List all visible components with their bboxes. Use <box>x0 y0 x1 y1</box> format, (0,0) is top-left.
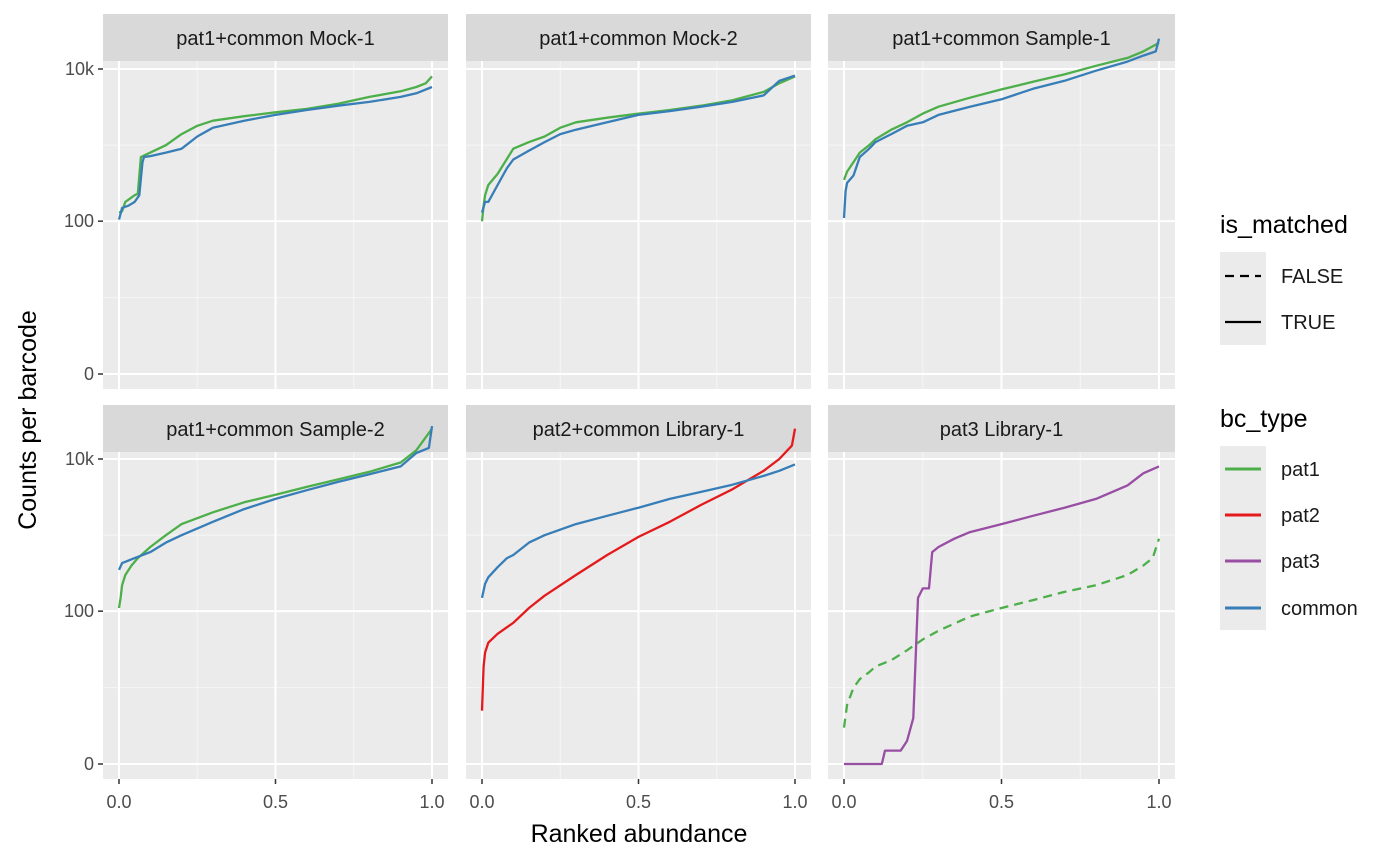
series-line-pat1 <box>118 75 433 214</box>
facet-strip <box>828 405 1175 452</box>
x-tick-label: 0.0 <box>831 792 856 812</box>
color-legend-key-bg <box>1220 446 1266 630</box>
linetype-legend-title: is_matched <box>1220 211 1348 239</box>
y-tick-label: 0 <box>84 364 94 384</box>
series-line-common <box>117 85 433 220</box>
series-line-pat2 <box>480 428 797 711</box>
legend-label-false: FALSE <box>1281 266 1343 288</box>
y-tick-label: 100 <box>64 211 94 231</box>
x-tick-label: 1.0 <box>419 792 444 812</box>
series-line-pat1 <box>842 538 1161 728</box>
series-line-pat1 <box>480 75 796 222</box>
y-axis-title: Counts per barcode <box>14 310 42 530</box>
facet-panel: pat1+common Sample-2 0 100 10k 0.0 0.5 1.0 <box>64 405 448 812</box>
series-line-pat1 <box>117 428 433 609</box>
y-tick-label: 10k <box>65 449 95 469</box>
x-tick-label: 0.0 <box>469 792 494 812</box>
x-axis-title: Ranked abundance <box>531 820 748 848</box>
facet-strip-label: pat1+common Sample-2 <box>166 419 384 441</box>
facet-strip <box>466 405 811 452</box>
facet-strip-label: pat3 Library-1 <box>940 419 1063 441</box>
y-tick-label: 100 <box>64 601 94 621</box>
x-tick-label: 1.0 <box>1146 792 1171 812</box>
facet-strip-label: pat2+common Library-1 <box>533 419 745 441</box>
series-line-common <box>480 463 796 599</box>
facet-panel: pat1+common Sample-1 <box>828 14 1175 389</box>
linetype-legend: is_matched FALSE TRUE <box>1220 211 1348 345</box>
facet-panel: pat2+common Library-1 0.0 0.5 1.0 <box>466 405 811 812</box>
color-legend-title: bc_type <box>1220 405 1308 433</box>
facet-strip <box>828 14 1175 61</box>
series-line-pat1 <box>842 41 1160 181</box>
facet-panel: pat1+common Mock-2 <box>466 14 811 389</box>
facet-strip <box>466 14 811 61</box>
legend-label-pat2: pat2 <box>1281 505 1320 527</box>
facet-strip-label: pat1+common Sample-1 <box>892 28 1110 50</box>
x-tick-label: 0.5 <box>626 792 651 812</box>
x-tick-label: 1.0 <box>782 792 807 812</box>
x-tick-label: 0.0 <box>106 792 131 812</box>
legend-label-true: TRUE <box>1281 312 1335 334</box>
y-tick-label: 10k <box>65 59 95 79</box>
series-line-common <box>480 74 796 213</box>
series-line-common <box>842 38 1161 219</box>
linetype-legend-key-bg <box>1220 252 1266 345</box>
facet-strip-label: pat1+common Mock-1 <box>176 28 374 50</box>
legends: is_matched FALSE TRUE bc_type pat1 pat2 … <box>1220 211 1358 630</box>
facet-strip <box>103 14 448 61</box>
legend-label-pat3: pat3 <box>1281 551 1320 573</box>
facet-strip <box>103 405 448 452</box>
y-tick-label: 0 <box>84 754 94 774</box>
series-line-pat3 <box>844 465 1160 766</box>
color-legend: bc_type pat1 pat2 pat3 common <box>1220 405 1358 630</box>
facet-panel: pat3 Library-1 0.0 0.5 1.0 <box>828 405 1175 812</box>
x-tick-label: 0.5 <box>263 792 288 812</box>
facet-panel: pat1+common Mock-1 0 100 10k <box>64 14 448 389</box>
legend-label-pat1: pat1 <box>1281 459 1320 481</box>
x-tick-label: 0.5 <box>989 792 1014 812</box>
series-line-common <box>117 425 434 571</box>
facet-strip-label: pat1+common Mock-2 <box>539 28 737 50</box>
legend-label-common: common <box>1281 598 1358 620</box>
